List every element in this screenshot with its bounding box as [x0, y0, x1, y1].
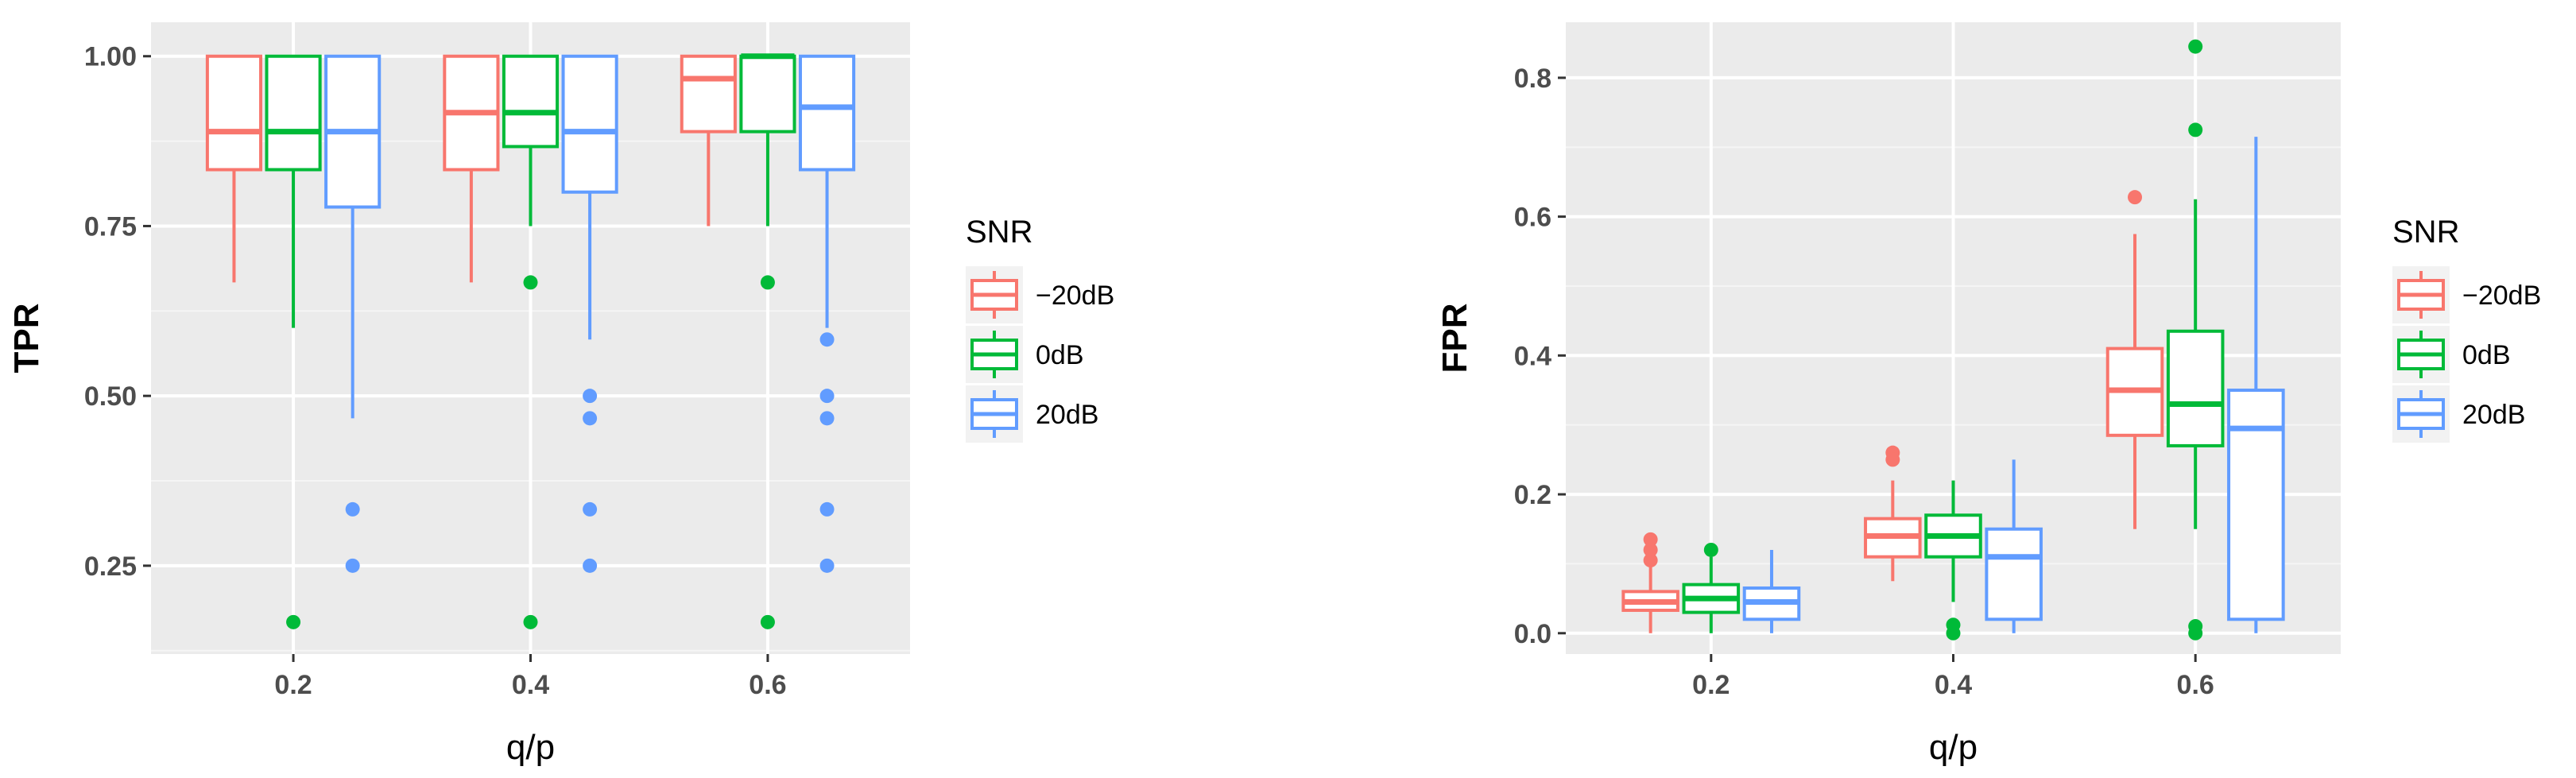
outlier-point [523, 614, 538, 629]
outlier-point [583, 411, 598, 426]
box-body [205, 54, 263, 172]
box-20dB-0.6 [2105, 190, 2164, 529]
outlier-point [2188, 625, 2203, 641]
box-20dB-0.4 [1985, 459, 2043, 633]
outlier-point [286, 614, 301, 629]
y-axis-title: TPR [7, 304, 46, 374]
outlier-point [1643, 532, 1658, 547]
outlier-point [819, 332, 835, 347]
outlier-point [819, 411, 835, 426]
outlier-point [1643, 553, 1658, 568]
outlier-point [1643, 542, 1658, 557]
outlier-point [1703, 542, 1718, 557]
box-20dB-0.6 [680, 54, 737, 226]
y-tick-label: 0.6 [1514, 203, 1551, 233]
legend-label: 20dB [1036, 400, 1098, 430]
outlier-point [760, 614, 775, 629]
box-body [2227, 389, 2285, 621]
legend-key [966, 266, 1023, 323]
box-20dB-0.2 [1621, 532, 1679, 633]
outlier-point [2188, 39, 2203, 54]
legend: SNR −20dB 0dB 20dB [966, 215, 1114, 443]
x-tick-label: 0.6 [2177, 670, 2214, 700]
legend-label: 20dB [2462, 400, 2525, 430]
x-axis-title: q/p [506, 728, 555, 767]
outlier-point [819, 389, 835, 404]
y-tick-label: 0.25 [84, 552, 137, 582]
x-axis-title: q/p [1929, 728, 1978, 767]
box-0dB-0.2 [265, 54, 322, 629]
outlier-point [819, 558, 835, 573]
y-tick-label: 0.4 [1514, 341, 1551, 371]
y-tick-label: 0.50 [84, 381, 137, 412]
box-0dB-0.2 [1682, 542, 1741, 633]
x-tick-label: 0.2 [1692, 670, 1730, 700]
outlier-point [583, 389, 598, 404]
legend-key [2392, 266, 2450, 323]
legend-key [966, 385, 1023, 443]
outlier-point [1946, 625, 1961, 641]
legend-key [2392, 385, 2450, 443]
outlier-point [760, 275, 775, 290]
legend-label: 0dB [2462, 340, 2511, 370]
box-body [739, 54, 796, 134]
box-body [680, 54, 737, 134]
chart-panel-2: 0.0 0.2 0.4 0.6 0.8 0.2 0.4 0.6 q/p FPR SNR −20dB 0d… [1435, 22, 2541, 767]
box-0dB-0.4 [1924, 480, 1982, 641]
outlier-point [2128, 190, 2143, 205]
chart-panel-1: 0.25 0.50 0.75 1.00 0.2 0.4 0.6 q/p TPR SNR −20dB 0… [7, 22, 1114, 767]
x-tick-label: 0.4 [1935, 670, 1972, 700]
legend-label: −20dB [2462, 281, 2541, 311]
box-body [561, 54, 618, 194]
y-tick-label: 0.2 [1514, 480, 1551, 510]
box-20dB-0.4 [561, 54, 618, 573]
y-tick-label: 0.75 [84, 211, 137, 242]
legend-label: 0dB [1036, 340, 1084, 370]
box-20dB-0.4 [1864, 445, 1922, 582]
box-20dB-0.2 [324, 54, 382, 573]
outlier-point [2188, 122, 2203, 137]
box-body [502, 54, 560, 149]
box-body [798, 54, 856, 172]
outlier-point [819, 501, 835, 517]
box-20dB-0.4 [443, 54, 500, 283]
legend-key [966, 326, 1023, 383]
box-0dB-0.4 [502, 54, 560, 629]
outlier-point [1885, 452, 1900, 467]
box-body [1985, 527, 2043, 621]
legend-label: −20dB [1036, 281, 1114, 311]
y-tick-label: 0.8 [1514, 64, 1551, 94]
box-body [265, 54, 322, 172]
x-tick-label: 0.2 [274, 670, 312, 700]
y-axis-title: FPR [1435, 304, 1474, 374]
outlier-point [583, 558, 598, 573]
x-tick-label: 0.4 [512, 670, 549, 700]
box-0dB-0.6 [739, 53, 796, 629]
box-0dB-0.6 [2166, 39, 2225, 641]
legend-title: SNR [2392, 215, 2459, 250]
box-20dB-0.6 [2227, 137, 2285, 633]
legend: SNR −20dB 0dB 20dB [2392, 215, 2541, 443]
outlier-point [345, 501, 360, 517]
x-tick-label: 0.6 [749, 670, 786, 700]
box-body [2166, 329, 2225, 447]
y-tick-label: 1.00 [84, 42, 137, 72]
box-20dB-0.2 [1742, 549, 1801, 633]
legend-key [2392, 326, 2450, 383]
outlier-point [345, 558, 360, 573]
outlier-point [523, 275, 538, 290]
outlier-point [583, 501, 598, 517]
box-20dB-0.2 [205, 54, 263, 283]
box-20dB-0.6 [798, 54, 856, 573]
legend-title: SNR [966, 215, 1032, 250]
y-tick-label: 0.0 [1514, 619, 1551, 649]
